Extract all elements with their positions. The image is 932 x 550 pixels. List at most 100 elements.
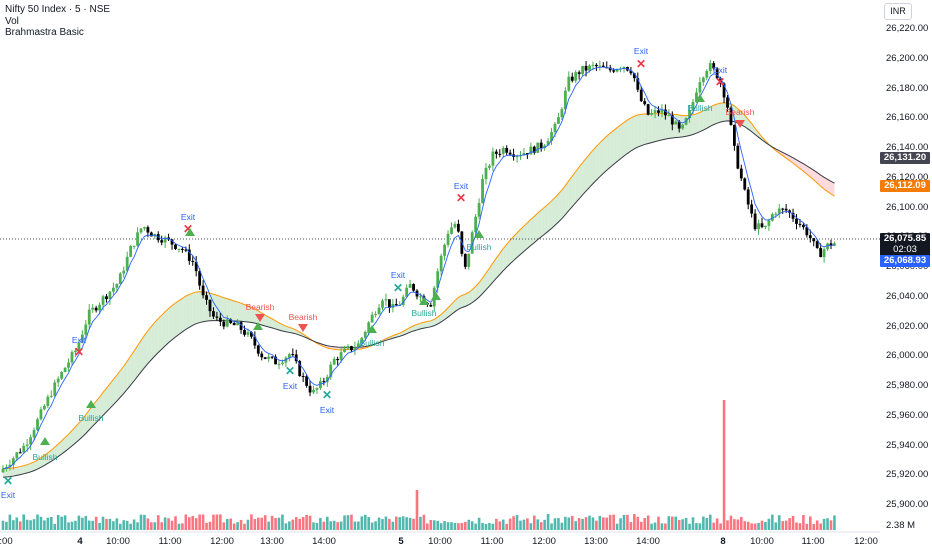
volume-bar [722, 400, 726, 530]
price-axis-tick: 26,200.00 [886, 52, 929, 64]
bull-cloud-segment [99, 392, 104, 420]
candle-body [450, 227, 453, 234]
candle-body [125, 256, 129, 271]
volume-bar [343, 515, 346, 530]
volume-legend[interactable]: Vol [5, 15, 19, 27]
candle-body [101, 296, 105, 305]
volume-axis-label: 2.38 M [886, 520, 916, 531]
candle-body [260, 353, 264, 358]
bull-cloud-segment [734, 105, 738, 124]
candle-body [322, 381, 326, 383]
volume-bar [170, 520, 174, 530]
bull-cloud-segment [527, 219, 531, 249]
volume-bar [305, 514, 308, 530]
candle-body [163, 237, 167, 243]
candle-body [715, 68, 719, 79]
volume-bar [160, 522, 163, 530]
bullish-label: Bullish [359, 338, 385, 348]
bull-cloud-segment [489, 262, 493, 287]
candle-body [77, 342, 81, 351]
volume-bar [188, 517, 191, 530]
candle-body [315, 388, 319, 390]
bull-cloud-segment [454, 297, 459, 312]
candle-body [149, 232, 153, 237]
candle-body [591, 64, 595, 66]
candle-body [605, 67, 609, 69]
candle-body [526, 153, 529, 155]
candle-body [733, 124, 736, 146]
volume-bar [705, 517, 709, 530]
candle-body [770, 214, 774, 221]
volume-bar [329, 521, 333, 530]
volume-bar [74, 520, 77, 530]
volume-bar [8, 514, 12, 530]
bull-cloud-segment [75, 423, 79, 444]
exit-green-x-icon: ✕ [2, 474, 14, 488]
candle-body [753, 213, 757, 230]
volume-bar [501, 519, 505, 530]
candle-body [677, 121, 681, 129]
price-axis-tick: 25,980.00 [886, 380, 929, 391]
candle-body [553, 123, 557, 133]
candle-body [370, 314, 374, 323]
volume-bar [257, 517, 260, 530]
indicator-legend[interactable]: Brahmastra Basic [5, 27, 84, 38]
candle-body [467, 253, 471, 267]
candle-body [760, 223, 764, 228]
candle-body [243, 329, 246, 335]
candle-body [360, 337, 364, 344]
candle-body [722, 83, 726, 98]
volume-bar [519, 520, 522, 530]
volume-bar [374, 521, 377, 530]
bull-cloud-segment [144, 330, 148, 368]
bull-cloud-segment [637, 114, 642, 148]
bullish-triangle-icon [185, 228, 195, 236]
candle-body [250, 332, 253, 337]
bull-cloud-segment [417, 323, 421, 330]
price-axis-tick: 25,900.00 [886, 499, 929, 510]
volume-bar [291, 519, 295, 530]
currency-button[interactable]: INR [884, 3, 912, 20]
volume-bar [560, 522, 564, 530]
bull-cloud-segment [661, 113, 666, 140]
bearish-triangle-icon [255, 314, 265, 322]
bull-cloud-segment [648, 113, 652, 144]
candle-body [122, 270, 126, 274]
exit-label: Exit [390, 270, 406, 280]
bull-cloud-segment [72, 426, 76, 446]
price-axis-tick: 26,160.00 [886, 112, 929, 124]
volume-bar [294, 517, 298, 530]
bull-cloud-segment [617, 125, 621, 162]
volume-bar [422, 514, 426, 530]
bearish-triangle-icon [735, 120, 745, 128]
bull-cloud-segment [413, 324, 417, 331]
volume-bar [533, 515, 536, 530]
bull-cloud-segment [251, 307, 255, 324]
bull-cloud-segment [34, 460, 38, 471]
volume-bar [432, 520, 436, 530]
candle-body [708, 63, 712, 71]
bull-cloud-segment [168, 305, 173, 343]
bull-cloud-segment [89, 405, 93, 430]
volume-bar [91, 520, 94, 530]
volume-bar [260, 517, 264, 530]
candle-body [263, 357, 267, 359]
bull-cloud-segment [641, 113, 645, 146]
symbol-title[interactable]: Nifty 50 Index · 5 · NSE [5, 4, 111, 15]
volume-bar [87, 520, 91, 530]
volume-bar [719, 523, 722, 530]
volume-bar [184, 514, 188, 530]
candle-body [225, 319, 229, 327]
candle-body [63, 367, 67, 373]
volume-bar [567, 517, 571, 530]
volume-bar [643, 518, 646, 530]
volume-bar [194, 518, 198, 530]
volume-bar [753, 523, 757, 530]
candle-body [698, 82, 702, 93]
volume-bar [636, 516, 640, 530]
volume-bar [667, 516, 671, 530]
bull-cloud-segment [537, 210, 542, 240]
candle-body [543, 145, 547, 149]
bull-cloud-segment [241, 303, 245, 322]
